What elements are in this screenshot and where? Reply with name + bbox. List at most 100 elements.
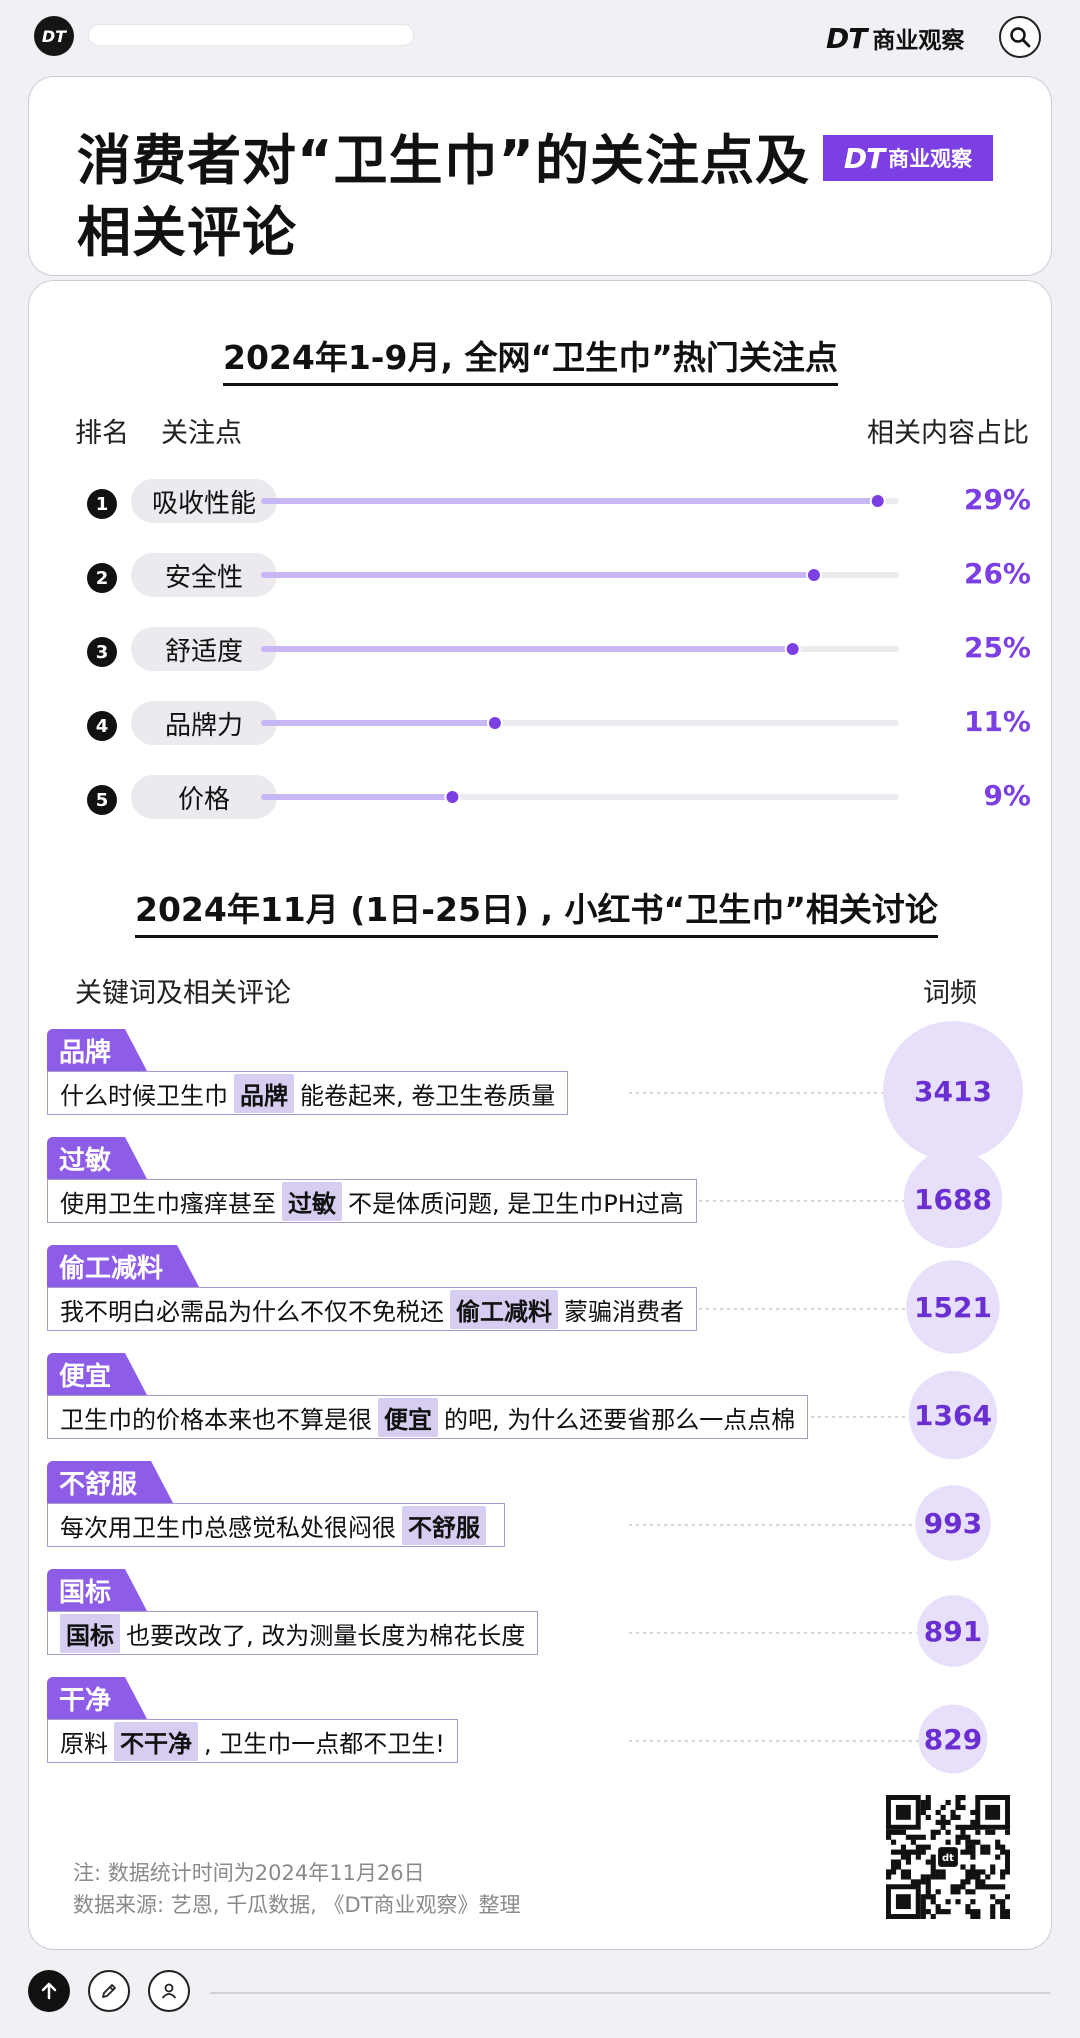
qr-module bbox=[945, 1829, 951, 1835]
qr-module bbox=[1005, 1914, 1010, 1919]
keyword-comment: 国标 也要改改了, 改为测量长度为棉花长度 bbox=[47, 1611, 539, 1655]
ranking-row: 2 安全性 26% bbox=[29, 553, 1053, 603]
comment-text-before: 什么时候卫生巾 bbox=[60, 1081, 228, 1110]
qr-module bbox=[985, 1829, 991, 1835]
qr-module bbox=[890, 1869, 897, 1875]
keyword-row: 不舒服 每次用卫生巾总感觉私处很闷很 不舒服 bbox=[45, 1461, 1005, 1561]
qr-module bbox=[960, 1849, 966, 1855]
qr-module bbox=[970, 1889, 976, 1895]
comment-text-after: 也要改改了, 改为测量长度为棉花长度 bbox=[126, 1621, 526, 1650]
rank-value-label: 26% bbox=[963, 557, 1031, 590]
comment-text-before: 原料 bbox=[60, 1729, 108, 1758]
qr-module bbox=[925, 1859, 931, 1865]
scroll-top-button[interactable] bbox=[28, 1970, 70, 2012]
qr-module bbox=[995, 1839, 1001, 1845]
qr-module bbox=[920, 1874, 926, 1880]
qr-module bbox=[905, 1869, 911, 1875]
bar-fill bbox=[261, 720, 495, 726]
qr-module bbox=[975, 1829, 981, 1835]
top-search-field[interactable] bbox=[88, 24, 414, 46]
qr-module bbox=[1005, 1859, 1010, 1865]
qr-module bbox=[900, 1869, 907, 1875]
keyword-tag: 品牌 bbox=[47, 1029, 147, 1071]
title-brand-logo: DT 商业观察 bbox=[823, 135, 993, 181]
rank-number: 1 bbox=[87, 489, 117, 519]
bottom-bar bbox=[0, 1962, 1080, 2038]
rank-number: 3 bbox=[87, 637, 117, 667]
qr-module bbox=[985, 1844, 991, 1850]
qr-module bbox=[1000, 1904, 1006, 1910]
profile-button[interactable] bbox=[148, 1970, 190, 2012]
qr-module bbox=[920, 1904, 926, 1910]
qr-module bbox=[970, 1909, 976, 1915]
qr-module bbox=[925, 1874, 931, 1880]
qr-module bbox=[930, 1894, 936, 1900]
qr-module bbox=[970, 1914, 976, 1919]
bottom-divider bbox=[210, 1992, 1050, 1994]
comment-highlight: 品牌 bbox=[234, 1073, 294, 1113]
ranking-row: 5 价格 9% bbox=[29, 775, 1053, 825]
user-icon bbox=[161, 1983, 177, 1999]
qr-module bbox=[905, 1874, 911, 1880]
qr-module bbox=[905, 1859, 911, 1865]
title-logo-dt: DT bbox=[843, 141, 885, 175]
comment-text-after: 蒙骗消费者 bbox=[564, 1297, 684, 1326]
qr-module bbox=[940, 1814, 946, 1820]
qr-module bbox=[930, 1829, 936, 1835]
qr-module bbox=[930, 1834, 936, 1840]
qr-module bbox=[920, 1894, 926, 1900]
qr-module bbox=[990, 1904, 996, 1910]
qr-module bbox=[945, 1799, 951, 1806]
qr-module bbox=[980, 1844, 986, 1850]
qr-finder bbox=[886, 1795, 921, 1830]
qr-center-logo bbox=[938, 1847, 958, 1867]
qr-module bbox=[895, 1829, 902, 1835]
qr-module bbox=[1005, 1864, 1010, 1870]
qr-module bbox=[965, 1824, 971, 1830]
qr-module bbox=[960, 1829, 966, 1835]
rank-value-label: 9% bbox=[983, 779, 1031, 812]
qr-module bbox=[1005, 1869, 1010, 1875]
qr-module bbox=[945, 1909, 951, 1915]
qr-module bbox=[950, 1884, 956, 1890]
search-icon bbox=[1010, 27, 1031, 48]
avatar[interactable]: DT bbox=[34, 16, 74, 56]
qr-module bbox=[940, 1804, 946, 1811]
col-freq: 词频 bbox=[923, 978, 977, 1009]
qr-module bbox=[895, 1849, 902, 1855]
qr-module bbox=[925, 1884, 931, 1890]
qr-module bbox=[925, 1814, 931, 1820]
data-source: 数据来源: 艺恩, 千瓜数据, 《DT商业观察》整理 bbox=[73, 1893, 521, 1917]
qr-module bbox=[915, 1879, 921, 1885]
top-bar: DT DT 商业观察 bbox=[0, 0, 1080, 74]
qr-module bbox=[965, 1849, 971, 1855]
qr-module bbox=[920, 1804, 926, 1811]
qr-finder-core bbox=[895, 1804, 911, 1820]
keyword-comment: 我不明白必需品为什么不仅不免税还 偷工减料 蒙骗消费者 bbox=[47, 1287, 697, 1331]
qr-module bbox=[920, 1914, 926, 1919]
comment-text-after: , 卫生巾一点都不卫生! bbox=[204, 1729, 445, 1758]
search-button[interactable] bbox=[999, 16, 1041, 58]
qr-module bbox=[1005, 1849, 1010, 1855]
qr-module bbox=[970, 1869, 976, 1875]
brand-name: 商业观察 bbox=[872, 28, 965, 54]
qr-module bbox=[995, 1854, 1001, 1860]
ranking-row: 4 品牌力 11% bbox=[29, 701, 1053, 751]
qr-module bbox=[965, 1874, 971, 1880]
qr-module bbox=[900, 1874, 907, 1880]
qr-module bbox=[886, 1869, 892, 1875]
qr-module bbox=[930, 1854, 936, 1860]
edit-button[interactable] bbox=[88, 1970, 130, 2012]
qr-module bbox=[975, 1884, 981, 1890]
qr-module bbox=[895, 1859, 902, 1865]
qr-module bbox=[935, 1829, 941, 1835]
comment-text-after: 能卷起来, 卷卫生卷质量 bbox=[300, 1081, 556, 1110]
qr-module bbox=[886, 1829, 892, 1835]
comment-text-before: 我不明白必需品为什么不仅不免税还 bbox=[60, 1297, 444, 1326]
qr-module bbox=[960, 1879, 966, 1885]
qr-module bbox=[975, 1909, 981, 1915]
qr-module bbox=[925, 1799, 931, 1806]
qr-module bbox=[980, 1879, 986, 1885]
qr-module bbox=[935, 1869, 941, 1875]
title-card: 消费者对“卫生巾”的关注点及相关评论 DT 商业观察 bbox=[28, 76, 1052, 276]
